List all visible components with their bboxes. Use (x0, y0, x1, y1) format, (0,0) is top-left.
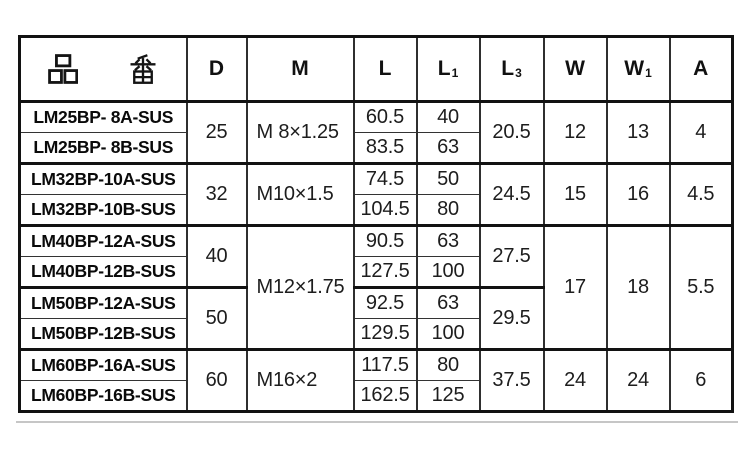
w-cell: 24 (542, 348, 608, 412)
m-header: M (245, 36, 355, 103)
table-row: LM60BP-16B-SUS 162.5 125 (18, 380, 733, 412)
w1-cell: 13 (605, 100, 671, 164)
d-cell: 40 (185, 224, 248, 288)
l-cell: 127.5 (352, 256, 418, 288)
d-cell: 25 (185, 100, 248, 164)
m-cell: M10×1.5 (245, 162, 355, 226)
l1-cell: 40 (415, 100, 481, 133)
part-number-cell: LM32BP-10A-SUS (18, 162, 188, 195)
d-cell: 50 (185, 286, 248, 350)
l3-cell: 29.5 (478, 286, 545, 350)
a-cell: 5.5 (668, 224, 734, 350)
l1-cell: 100 (415, 256, 481, 288)
l3-cell: 37.5 (478, 348, 545, 412)
l-cell: 74.5 (352, 162, 418, 195)
header-row: 品番 D M L L1 L3 W W1 A (18, 36, 734, 103)
a-cell: 4.5 (668, 162, 734, 226)
l3-cell: 20.5 (478, 100, 545, 164)
part-number-cell: LM40BP-12B-SUS (18, 256, 188, 288)
a-cell: 6 (668, 348, 734, 412)
l3-cell: 27.5 (478, 224, 545, 288)
part-number-cell: LM25BP- 8B-SUS (18, 132, 188, 164)
part-number-cell: LM32BP-10B-SUS (18, 194, 188, 226)
w-cell: 15 (542, 162, 608, 226)
table-row: LM50BP-12A-SUS 50 92.5 63 29.5 (18, 286, 733, 350)
w-cell: 17 (542, 224, 608, 350)
d-header: D (185, 36, 248, 103)
w-cell: 12 (542, 100, 608, 164)
kanji-ban-icon (130, 54, 156, 84)
table-row: LM60BP-16A-SUS 60 M16×2 117.5 80 37.5 24… (18, 348, 734, 412)
l3-header: L3 (478, 36, 545, 103)
w1-cell: 16 (605, 162, 671, 226)
table-row: LM25BP- 8A-SUS 25 M 8×1.25 60.5 40 20.5 … (18, 100, 734, 164)
l-cell: 104.5 (352, 194, 418, 226)
l-cell: 162.5 (352, 380, 418, 412)
part-number-cell: LM60BP-16B-SUS (18, 380, 188, 412)
l1-cell: 63 (415, 224, 481, 257)
part-number-header-label: 品番 (103, 84, 104, 85)
part-number-cell: LM50BP-12A-SUS (18, 286, 188, 319)
l-cell: 90.5 (352, 224, 418, 257)
table-row: LM32BP-10B-SUS 104.5 80 (18, 194, 733, 226)
a-cell: 4 (668, 100, 734, 164)
table-row: LM40BP-12A-SUS 40 M12×1.75 90.5 63 27.5 … (18, 224, 734, 350)
kanji-hin-icon (48, 54, 79, 84)
part-number-cell: LM25BP- 8A-SUS (18, 100, 188, 133)
l-cell: 60.5 (352, 100, 418, 133)
l-cell: 92.5 (352, 286, 418, 319)
d-cell: 32 (185, 162, 248, 226)
l1-cell: 125 (415, 380, 481, 412)
table-row: LM32BP-10A-SUS 32 M10×1.5 74.5 50 24.5 1… (18, 162, 734, 226)
l3-cell: 24.5 (478, 162, 545, 226)
l1-cell: 80 (415, 348, 481, 381)
table-row: LM25BP- 8B-SUS 83.5 63 (18, 132, 733, 164)
w1-cell: 24 (605, 348, 671, 412)
w1-cell: 18 (605, 224, 671, 350)
l1-cell: 63 (415, 286, 481, 319)
l-cell: 117.5 (352, 348, 418, 381)
m-cell: M16×2 (245, 348, 355, 412)
m-cell: M12×1.75 (245, 224, 355, 350)
m-cell: M 8×1.25 (245, 100, 355, 164)
l1-cell: 63 (415, 132, 481, 164)
spec-table-wrap: 品番 D M L L1 L3 W W1 A LM25BP- 8A-SUS 25 … (18, 35, 734, 413)
l-cell: 83.5 (352, 132, 418, 164)
part-number-header: 品番 (18, 36, 188, 103)
w-header: W (542, 36, 608, 103)
table-row: LM40BP-12B-SUS 127.5 100 (18, 256, 733, 288)
l-header: L (352, 36, 418, 103)
l1-header: L1 (415, 36, 481, 103)
table-bottom-shadow (16, 421, 738, 423)
part-number-cell: LM60BP-16A-SUS (18, 348, 188, 381)
part-number-cell: LM40BP-12A-SUS (18, 224, 188, 257)
l1-cell: 50 (415, 162, 481, 195)
l1-cell: 80 (415, 194, 481, 226)
spec-table: 品番 D M L L1 L3 W W1 A LM25BP- 8A-SUS 25 … (18, 35, 734, 413)
l-cell: 129.5 (352, 318, 418, 350)
part-number-cell: LM50BP-12B-SUS (18, 318, 188, 350)
w1-header: W1 (605, 36, 671, 103)
table-row: LM50BP-12B-SUS 129.5 100 (18, 318, 733, 350)
d-cell: 60 (185, 348, 248, 412)
l1-cell: 100 (415, 318, 481, 350)
a-header: A (668, 36, 734, 103)
